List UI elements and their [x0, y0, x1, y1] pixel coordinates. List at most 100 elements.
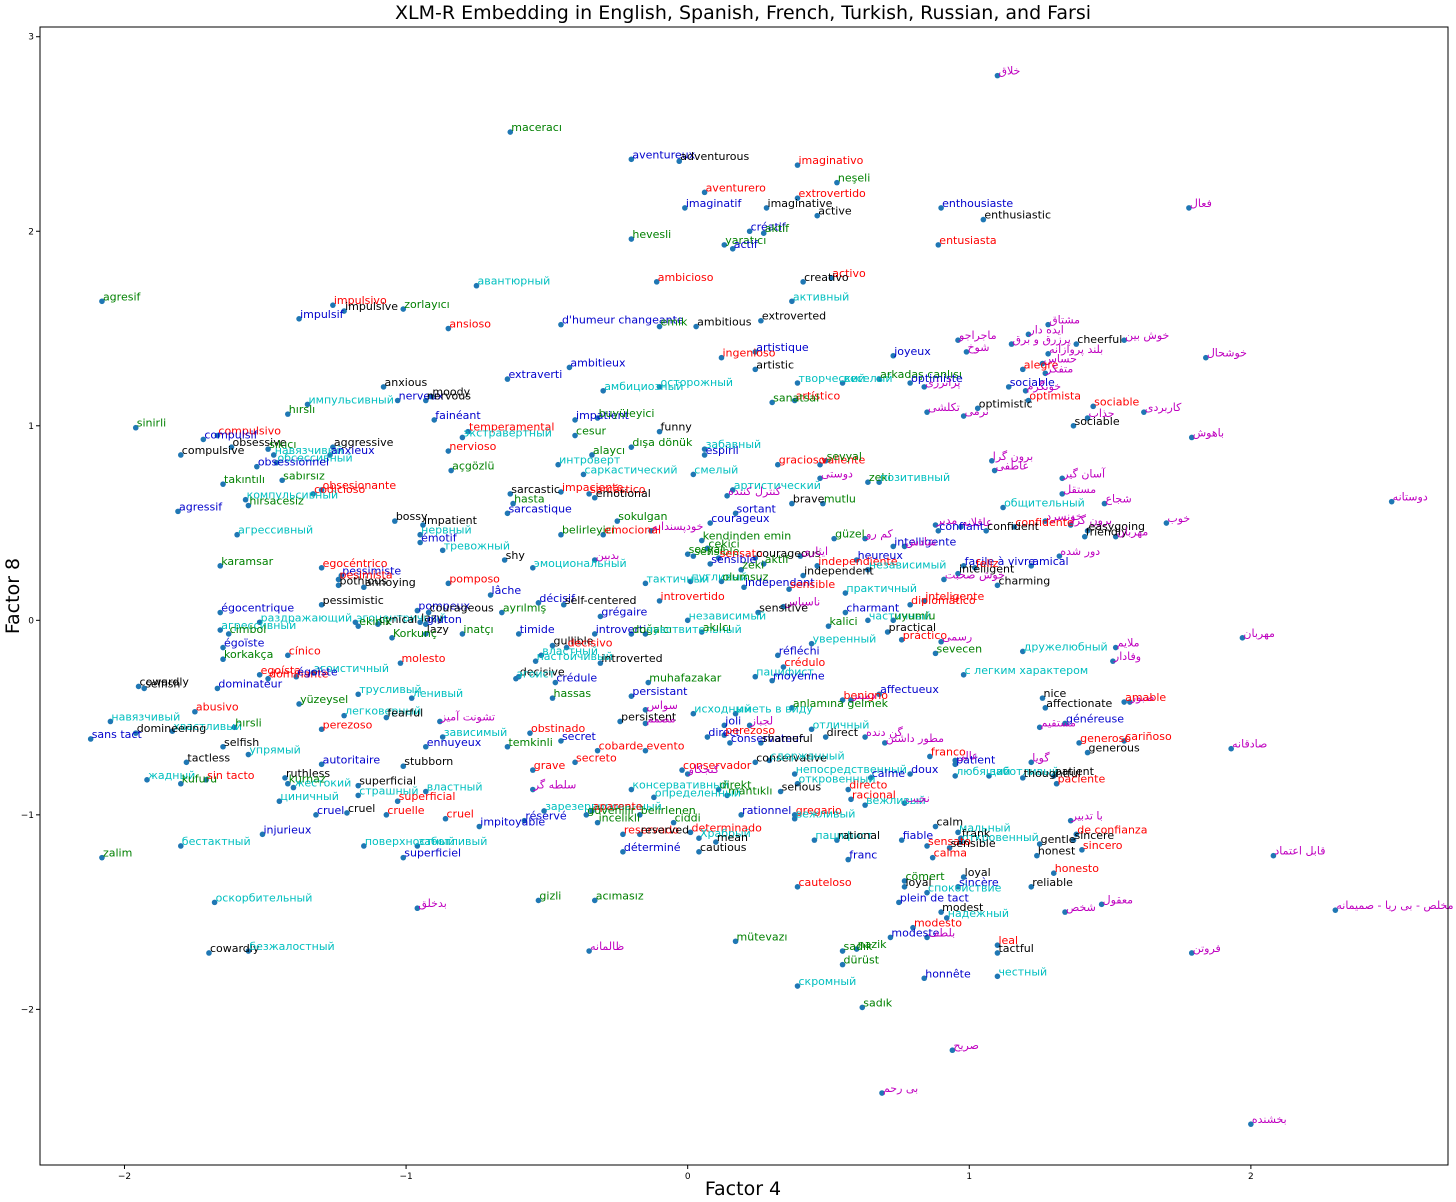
point-label: авантюрный — [477, 275, 550, 288]
data-point — [983, 528, 989, 534]
data-point — [594, 415, 601, 421]
data-point — [820, 500, 826, 507]
point-label: codicioso — [314, 483, 365, 496]
data-point — [487, 592, 494, 598]
plot-frame — [39, 26, 1449, 1166]
point-label: دوستی — [821, 467, 853, 480]
data-point — [135, 683, 142, 690]
data-point — [907, 601, 913, 608]
point-label: nervous — [427, 389, 471, 402]
data-point — [651, 794, 657, 801]
point-label: cruel — [348, 802, 375, 815]
point-label: sortant — [737, 502, 777, 515]
point-label: смелый — [694, 463, 738, 476]
data-point — [701, 189, 708, 196]
data-point — [513, 675, 519, 682]
data-point — [808, 726, 815, 733]
data-point — [476, 823, 483, 830]
point-label: anxious — [385, 376, 428, 389]
data-point — [1084, 749, 1091, 756]
point-label: жестокий — [294, 777, 351, 790]
point-label: enthusiastic — [984, 209, 1051, 222]
data-point — [285, 411, 291, 417]
data-point — [794, 780, 801, 787]
data-point — [515, 631, 522, 637]
point-label: compulsivo — [218, 425, 281, 438]
data-point — [560, 601, 567, 608]
data-point — [422, 631, 429, 637]
data-point — [510, 500, 516, 507]
point-label: superficial — [359, 775, 416, 788]
point-label: ansioso — [449, 318, 491, 331]
point-label: общительный — [1004, 496, 1085, 509]
data-point — [1081, 533, 1088, 540]
data-point — [330, 302, 336, 308]
data-point — [752, 759, 759, 766]
point-label: صریح — [953, 1039, 979, 1052]
point-label: ملایم — [1117, 637, 1140, 650]
point-label: بدخلق — [418, 897, 446, 911]
data-point — [552, 679, 559, 686]
point-label: شجاع — [1105, 493, 1131, 506]
data-point — [383, 714, 390, 721]
data-point — [1034, 852, 1040, 859]
point-label: artistique — [756, 341, 809, 354]
point-label: honest — [1038, 845, 1076, 858]
point-label: generous — [1089, 742, 1140, 755]
data-point — [789, 298, 795, 305]
data-point — [645, 679, 652, 686]
point-label: modesto — [914, 917, 962, 930]
point-label: hevesli — [632, 228, 671, 241]
point-label: cauteloso — [799, 876, 852, 889]
point-label: créatif — [751, 220, 787, 233]
data-point — [628, 444, 635, 450]
point-label: imaginatif — [686, 197, 743, 210]
data-point — [862, 734, 868, 740]
data-point — [1000, 504, 1006, 511]
point-label: emotional — [596, 487, 651, 500]
point-label: консервативный — [632, 779, 729, 792]
data-point — [313, 812, 319, 818]
data-point — [352, 619, 359, 626]
point-label: трусливый — [359, 683, 421, 696]
data-point — [924, 889, 930, 896]
x-tick-label: 1 — [966, 1172, 972, 1182]
data-point — [690, 471, 697, 478]
data-point — [898, 636, 905, 643]
data-point — [839, 948, 846, 954]
point-label: ruthless — [286, 767, 330, 780]
data-point — [1332, 907, 1339, 913]
data-point — [817, 461, 823, 468]
point-label: moody — [432, 386, 470, 399]
data-point — [938, 909, 944, 915]
point-label: timide — [520, 623, 555, 636]
point-label: calme — [872, 767, 906, 780]
point-label: fearful — [387, 707, 423, 720]
data-point — [1073, 341, 1080, 347]
axes: −2 −1 0 1 2 −2 −1 0 1 2 3 — [21, 33, 1254, 1182]
data-point — [1036, 724, 1043, 731]
data-point — [704, 734, 711, 740]
data-point — [704, 545, 711, 552]
data-point — [713, 839, 719, 845]
data-point — [521, 817, 528, 824]
data-point — [960, 874, 967, 880]
point-label: cheerful — [1077, 333, 1122, 346]
point-label: decisivo — [568, 637, 613, 650]
point-label: patient — [956, 753, 996, 766]
data-point — [389, 635, 395, 641]
point-label: direkt — [720, 779, 752, 792]
point-label: pessimiste — [342, 565, 401, 578]
data-point — [682, 205, 688, 211]
data-point — [848, 697, 854, 703]
data-point — [882, 740, 888, 746]
data-point — [245, 948, 252, 954]
point-label: kufuru — [182, 773, 217, 786]
point-label: brave — [793, 493, 825, 506]
data-point — [724, 792, 730, 799]
point-label: impatient — [576, 409, 630, 422]
point-label: sinirli — [137, 417, 166, 430]
point-label: gentle — [1041, 833, 1076, 846]
point-label: непосредственный — [796, 763, 907, 776]
data-point — [960, 671, 967, 678]
